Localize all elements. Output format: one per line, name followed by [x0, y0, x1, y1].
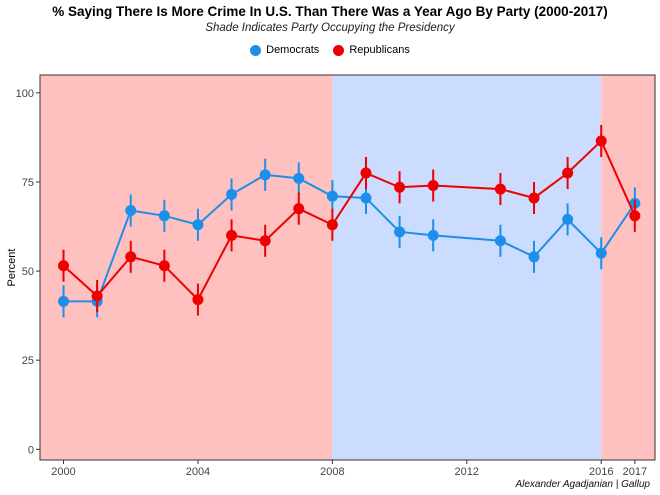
data-point-republicans-2017	[629, 210, 641, 222]
shade-band-republicans-2	[601, 75, 655, 460]
y-tick-label-25: 25	[22, 355, 34, 367]
y-tick-label-50: 50	[22, 266, 34, 278]
data-point-republicans-2015	[562, 167, 574, 179]
data-point-democrats-2007	[293, 172, 305, 184]
legend-item-republicans: Republicans	[333, 44, 410, 56]
shade-band-republicans-0	[40, 75, 333, 460]
x-tick-label-2004: 2004	[186, 466, 210, 478]
data-point-republicans-2010	[394, 181, 406, 193]
data-point-republicans-2005	[226, 229, 238, 241]
shade-band-democrats-1	[332, 75, 602, 460]
data-point-democrats-2003	[158, 210, 170, 222]
data-point-republicans-2016	[595, 135, 607, 147]
data-point-republicans-2014	[528, 192, 540, 204]
data-point-republicans-2013	[494, 183, 506, 195]
legend-label-republicans: Republicans	[349, 44, 410, 56]
data-point-democrats-2014	[528, 251, 540, 263]
data-point-democrats-2010	[394, 226, 406, 238]
data-point-democrats-2015	[562, 213, 574, 225]
data-point-republicans-2000	[58, 260, 70, 272]
data-point-republicans-2006	[259, 235, 271, 247]
y-tick-label-0: 0	[28, 444, 34, 456]
data-point-democrats-2000	[58, 295, 70, 307]
data-point-democrats-2013	[494, 235, 506, 247]
data-point-republicans-2004	[192, 294, 204, 306]
data-point-democrats-2016	[595, 247, 607, 259]
data-point-democrats-2004	[192, 219, 204, 231]
y-tick-label-75: 75	[22, 177, 34, 189]
data-point-republicans-2002	[125, 251, 137, 263]
x-tick-label-2016: 2016	[589, 466, 613, 478]
data-point-republicans-2001	[91, 290, 103, 302]
legend: Democrats Republicans	[0, 44, 660, 56]
data-point-republicans-2008	[326, 219, 338, 231]
legend-item-democrats: Democrats	[250, 44, 319, 56]
data-point-republicans-2011	[427, 180, 439, 192]
x-tick-label-2012: 2012	[455, 466, 479, 478]
y-tick-label-100: 100	[16, 88, 34, 100]
data-point-democrats-2002	[125, 204, 137, 216]
data-point-democrats-2006	[259, 169, 271, 181]
x-tick-label-2000: 2000	[51, 466, 75, 478]
legend-swatch-democrats	[250, 44, 262, 56]
chart-subtitle: Shade Indicates Party Occupying the Pres…	[205, 22, 455, 34]
data-point-democrats-2009	[360, 192, 372, 204]
data-point-republicans-2003	[158, 260, 170, 272]
data-point-democrats-2008	[326, 190, 338, 202]
data-point-republicans-2007	[293, 203, 305, 215]
data-point-republicans-2009	[360, 167, 372, 179]
chart-caption: Alexander Agadjanian | Gallup	[515, 479, 650, 490]
chart-title: % Saying There Is More Crime In U.S. Tha…	[52, 4, 608, 19]
x-tick-label-2017: 2017	[623, 466, 647, 478]
data-point-democrats-2011	[427, 229, 439, 241]
x-tick-label-2008: 2008	[320, 466, 344, 478]
legend-label-democrats: Democrats	[266, 44, 320, 56]
y-axis-title: Percent	[6, 249, 18, 287]
plot-border	[39, 74, 656, 461]
data-point-democrats-2005	[226, 188, 238, 200]
legend-swatch-republicans	[333, 44, 345, 56]
